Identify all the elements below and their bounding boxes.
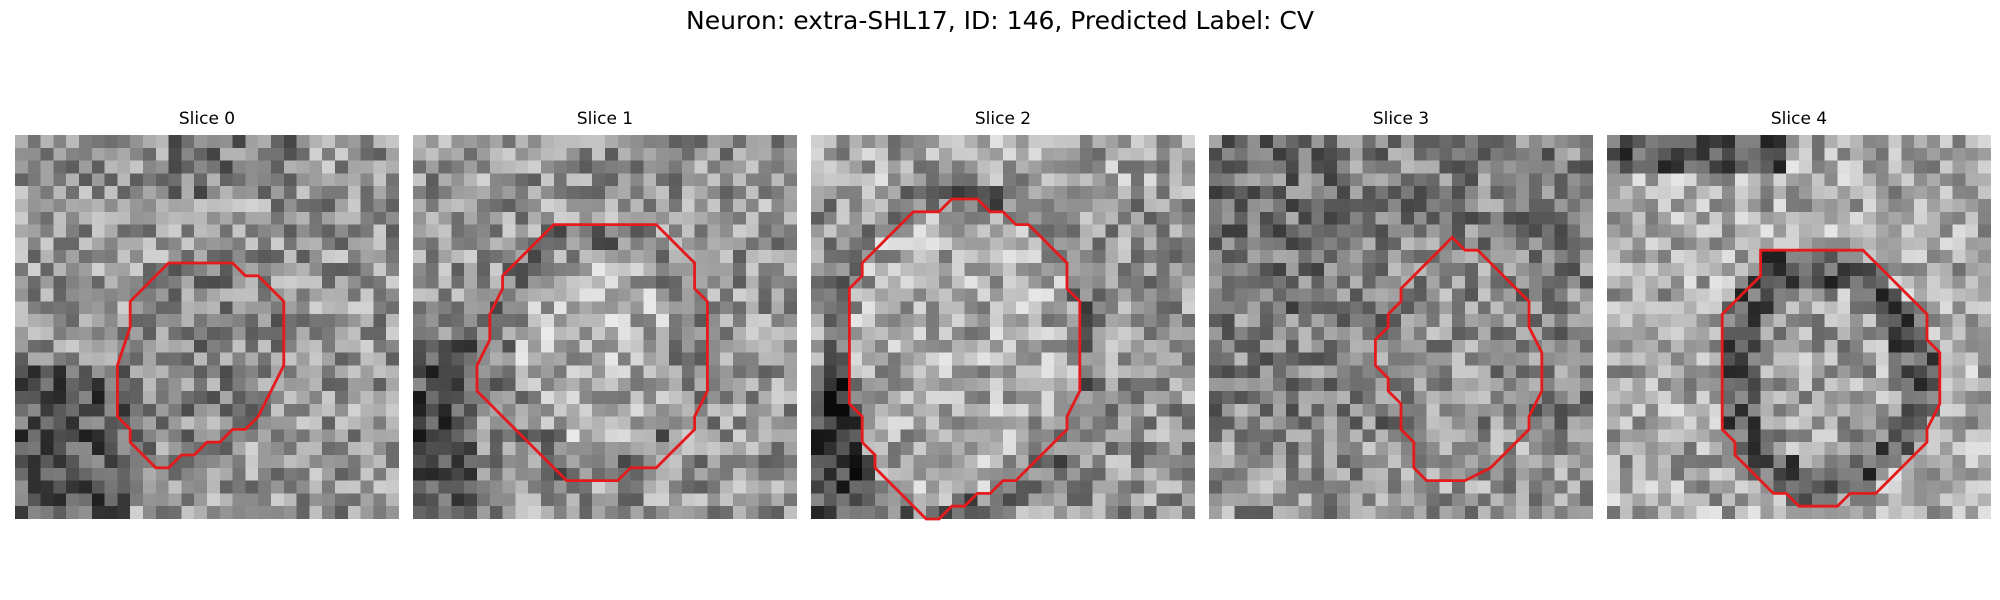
slice-panel-1: Slice 1 (413, 108, 797, 519)
segmentation-contour-svg (847, 197, 1082, 521)
microscopy-image (413, 135, 797, 519)
segmentation-contour-svg (1373, 235, 1544, 483)
slice-title: Slice 0 (178, 109, 236, 129)
segmentation-contour (847, 197, 1082, 521)
slice-panel-3: Slice 3 (1209, 108, 1593, 519)
slice-image (1209, 135, 1593, 519)
segmentation-contour-svg (475, 223, 709, 483)
slice-title: Slice 3 (1372, 109, 1430, 129)
figure-title: Neuron: extra-SHL17, ID: 146, Predicted … (686, 6, 1314, 35)
microscopy-image (15, 135, 399, 519)
segmentation-contour (115, 261, 286, 470)
slice-panel-4: Slice 4 (1607, 108, 1991, 519)
segmentation-contour (1373, 235, 1544, 483)
slice-image (413, 135, 797, 519)
slice-title: Slice 2 (974, 109, 1032, 129)
slice-title: Slice 4 (1770, 109, 1828, 129)
slice-image (811, 135, 1195, 521)
segmentation-contour-svg (1720, 248, 1942, 508)
slice-title: Slice 1 (576, 109, 634, 129)
slice-panel-0: Slice 0 (15, 108, 399, 519)
segmentation-contour (475, 223, 709, 483)
slice-panel-2: Slice 2 (811, 108, 1195, 521)
segmentation-contour-svg (115, 261, 286, 470)
slice-image (15, 135, 399, 519)
segmentation-contour (1720, 248, 1942, 508)
slice-image (1607, 135, 1991, 519)
